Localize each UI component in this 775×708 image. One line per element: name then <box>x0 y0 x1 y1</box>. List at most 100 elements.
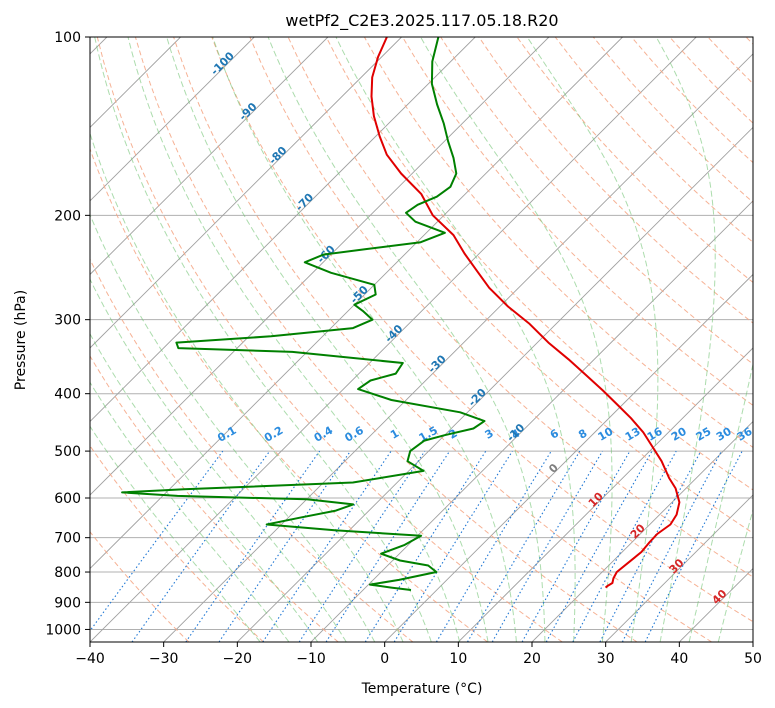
mixing-ratio-line <box>185 450 321 642</box>
x-tick-label: 50 <box>744 651 762 667</box>
moist-adiabat-line <box>90 213 376 642</box>
mixing-ratio-label: 0.1 <box>215 424 238 445</box>
moist-adiabat-line <box>267 37 546 642</box>
mixing-ratio-line <box>545 450 653 642</box>
y-tick-label: 800 <box>54 565 81 581</box>
moist-adiabat-line <box>127 37 461 642</box>
moist-adiabat-label: 30 <box>667 556 687 576</box>
dry-adiabat-line <box>440 37 753 365</box>
mixing-ratio-line <box>393 450 513 642</box>
dry-adiabat-line <box>249 37 753 578</box>
dry-adiabat-line <box>90 445 264 642</box>
isotherm-line <box>90 37 697 642</box>
moist-adiabat-line <box>90 332 319 642</box>
isotherm-line <box>752 641 753 642</box>
moist-adiabat-line <box>688 362 753 642</box>
dry-adiabat-line <box>211 37 753 623</box>
plot-frame <box>89 36 754 643</box>
y-tick-label: 500 <box>54 444 81 460</box>
moist-adiabat-line <box>94 37 432 642</box>
isotherm-line <box>90 37 623 570</box>
moist-adiabat-label: -100 <box>208 49 237 78</box>
moist-adiabat-line <box>212 37 517 642</box>
y-tick-label: 400 <box>54 387 81 403</box>
dry-adiabat-line <box>90 530 190 642</box>
dry-adiabat-line <box>402 37 753 406</box>
dry-adiabat-line <box>669 37 753 124</box>
mixing-ratio-line <box>467 450 581 642</box>
isotherm-line <box>384 273 753 642</box>
chart-title: wetPf2_C2E3.2025.117.05.18.R20 <box>285 11 558 31</box>
y-tick-label: 100 <box>54 30 81 46</box>
dewpoint-profile <box>121 37 486 591</box>
mixing-ratio-label: 3 <box>483 427 496 442</box>
mixing-ratio-line <box>298 450 426 642</box>
moist-adiabat-line <box>90 131 404 642</box>
mixing-ratio-line <box>325 450 451 642</box>
mixing-ratio-label: 10 <box>596 425 616 444</box>
x-tick-label: −10 <box>296 651 326 667</box>
y-tick-label: 1000 <box>45 622 81 638</box>
dry-adiabat-line <box>173 37 712 642</box>
dry-adiabat-line <box>592 37 753 203</box>
mixing-ratio-line <box>131 450 271 642</box>
x-tick-label: −20 <box>223 651 253 667</box>
moist-adiabat-label: 10 <box>586 490 606 510</box>
moist-adiabat-label: -80 <box>266 144 289 167</box>
dry-adiabat-line <box>363 37 753 448</box>
moist-adiabat-line <box>90 381 290 642</box>
isotherm-line <box>90 37 255 202</box>
dry-adiabat-line <box>478 37 753 324</box>
y-axis: 1000 900 800 700 600 500 400 300 200 100 <box>45 30 90 638</box>
background-lines <box>90 37 753 642</box>
isotherm-line <box>237 126 753 642</box>
moist-adiabat-line <box>526 37 659 642</box>
x-tick-label: −30 <box>149 651 179 667</box>
moist-adiabat-line <box>655 37 716 642</box>
mixing-ratio-label: 1 <box>388 427 401 442</box>
mixing-ratio-label: 30 <box>714 425 734 444</box>
mixing-ratio-line <box>521 450 631 642</box>
moist-adiabat-label: 40 <box>709 587 729 607</box>
isotherm-line <box>90 37 476 423</box>
moist-adiabat-label: -10 <box>504 421 527 444</box>
moist-adiabat-line <box>90 425 261 642</box>
dry-adiabat-line <box>134 37 638 642</box>
mixing-ratio-line <box>90 450 224 632</box>
moist-adiabat-label: -70 <box>293 190 316 213</box>
isotherm-line <box>679 567 753 642</box>
isotherm-line <box>605 494 753 642</box>
moist-adiabat-line <box>717 508 753 642</box>
mixing-ratio-line <box>599 450 702 642</box>
x-tick-label: 0 <box>380 651 389 667</box>
moist-adiabat-line <box>335 37 576 642</box>
mixing-ratio-label: 36 <box>735 425 755 444</box>
moist-adiabat-label: 20 <box>628 521 648 541</box>
plot-area: 0.1 0.2 0.4 0.6 1 1.5 2 3 4 6 8 10 13 16 20 25 30 36-100-… <box>90 37 755 642</box>
y-tick-label: 600 <box>54 491 81 507</box>
mixing-ratio-line <box>218 450 351 642</box>
mixing-ratio-label: 0.4 <box>312 424 336 445</box>
x-tick-label: 40 <box>670 651 688 667</box>
temperature-profile <box>370 37 681 589</box>
y-tick-label: 900 <box>54 595 81 611</box>
y-tick-label: 200 <box>54 208 81 224</box>
dry-adiabat-line <box>96 37 563 642</box>
mixing-ratio-line <box>572 450 677 642</box>
x-tick-label: −40 <box>75 651 105 667</box>
moist-adiabat-label: -40 <box>382 322 405 345</box>
moist-adiabat-label: -20 <box>466 386 489 409</box>
mixing-ratio-label: 1.5 <box>417 424 440 445</box>
y-tick-label: 300 <box>54 313 81 329</box>
moist-adiabat-line <box>90 278 347 642</box>
moist-adiabat-line <box>420 37 613 642</box>
x-tick-label: 20 <box>523 651 541 667</box>
mixing-ratio-label: 25 <box>694 425 714 444</box>
isotherm-line <box>310 200 753 642</box>
x-tick-label: 30 <box>597 651 615 667</box>
y-axis-label: Pressure (hPa) <box>13 290 29 390</box>
mixing-ratio-label: 20 <box>669 425 689 444</box>
y-tick-label: 700 <box>54 531 81 547</box>
mixing-ratio-line <box>644 450 743 642</box>
